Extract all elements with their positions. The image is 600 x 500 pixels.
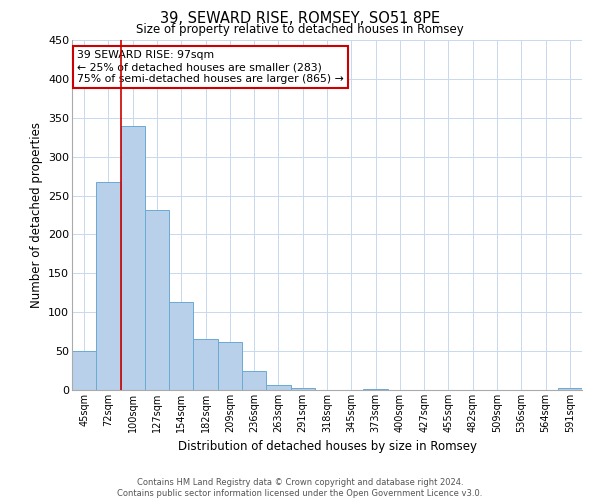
Bar [193,338,218,390]
Y-axis label: Number of detached properties: Number of detached properties [29,122,43,308]
Bar [121,126,145,390]
Bar [96,182,121,390]
Text: 39, SEWARD RISE, ROMSEY, SO51 8PE: 39, SEWARD RISE, ROMSEY, SO51 8PE [160,11,440,26]
Bar [145,210,169,390]
Bar [558,388,582,390]
Bar [290,388,315,390]
Bar [72,351,96,390]
Bar [364,389,388,390]
Bar [266,384,290,390]
Text: Size of property relative to detached houses in Romsey: Size of property relative to detached ho… [136,22,464,36]
X-axis label: Distribution of detached houses by size in Romsey: Distribution of detached houses by size … [178,440,476,454]
Bar [218,342,242,390]
Text: 39 SEWARD RISE: 97sqm
← 25% of detached houses are smaller (283)
75% of semi-det: 39 SEWARD RISE: 97sqm ← 25% of detached … [77,50,344,84]
Bar [242,370,266,390]
Text: Contains HM Land Registry data © Crown copyright and database right 2024.
Contai: Contains HM Land Registry data © Crown c… [118,478,482,498]
Bar [169,302,193,390]
